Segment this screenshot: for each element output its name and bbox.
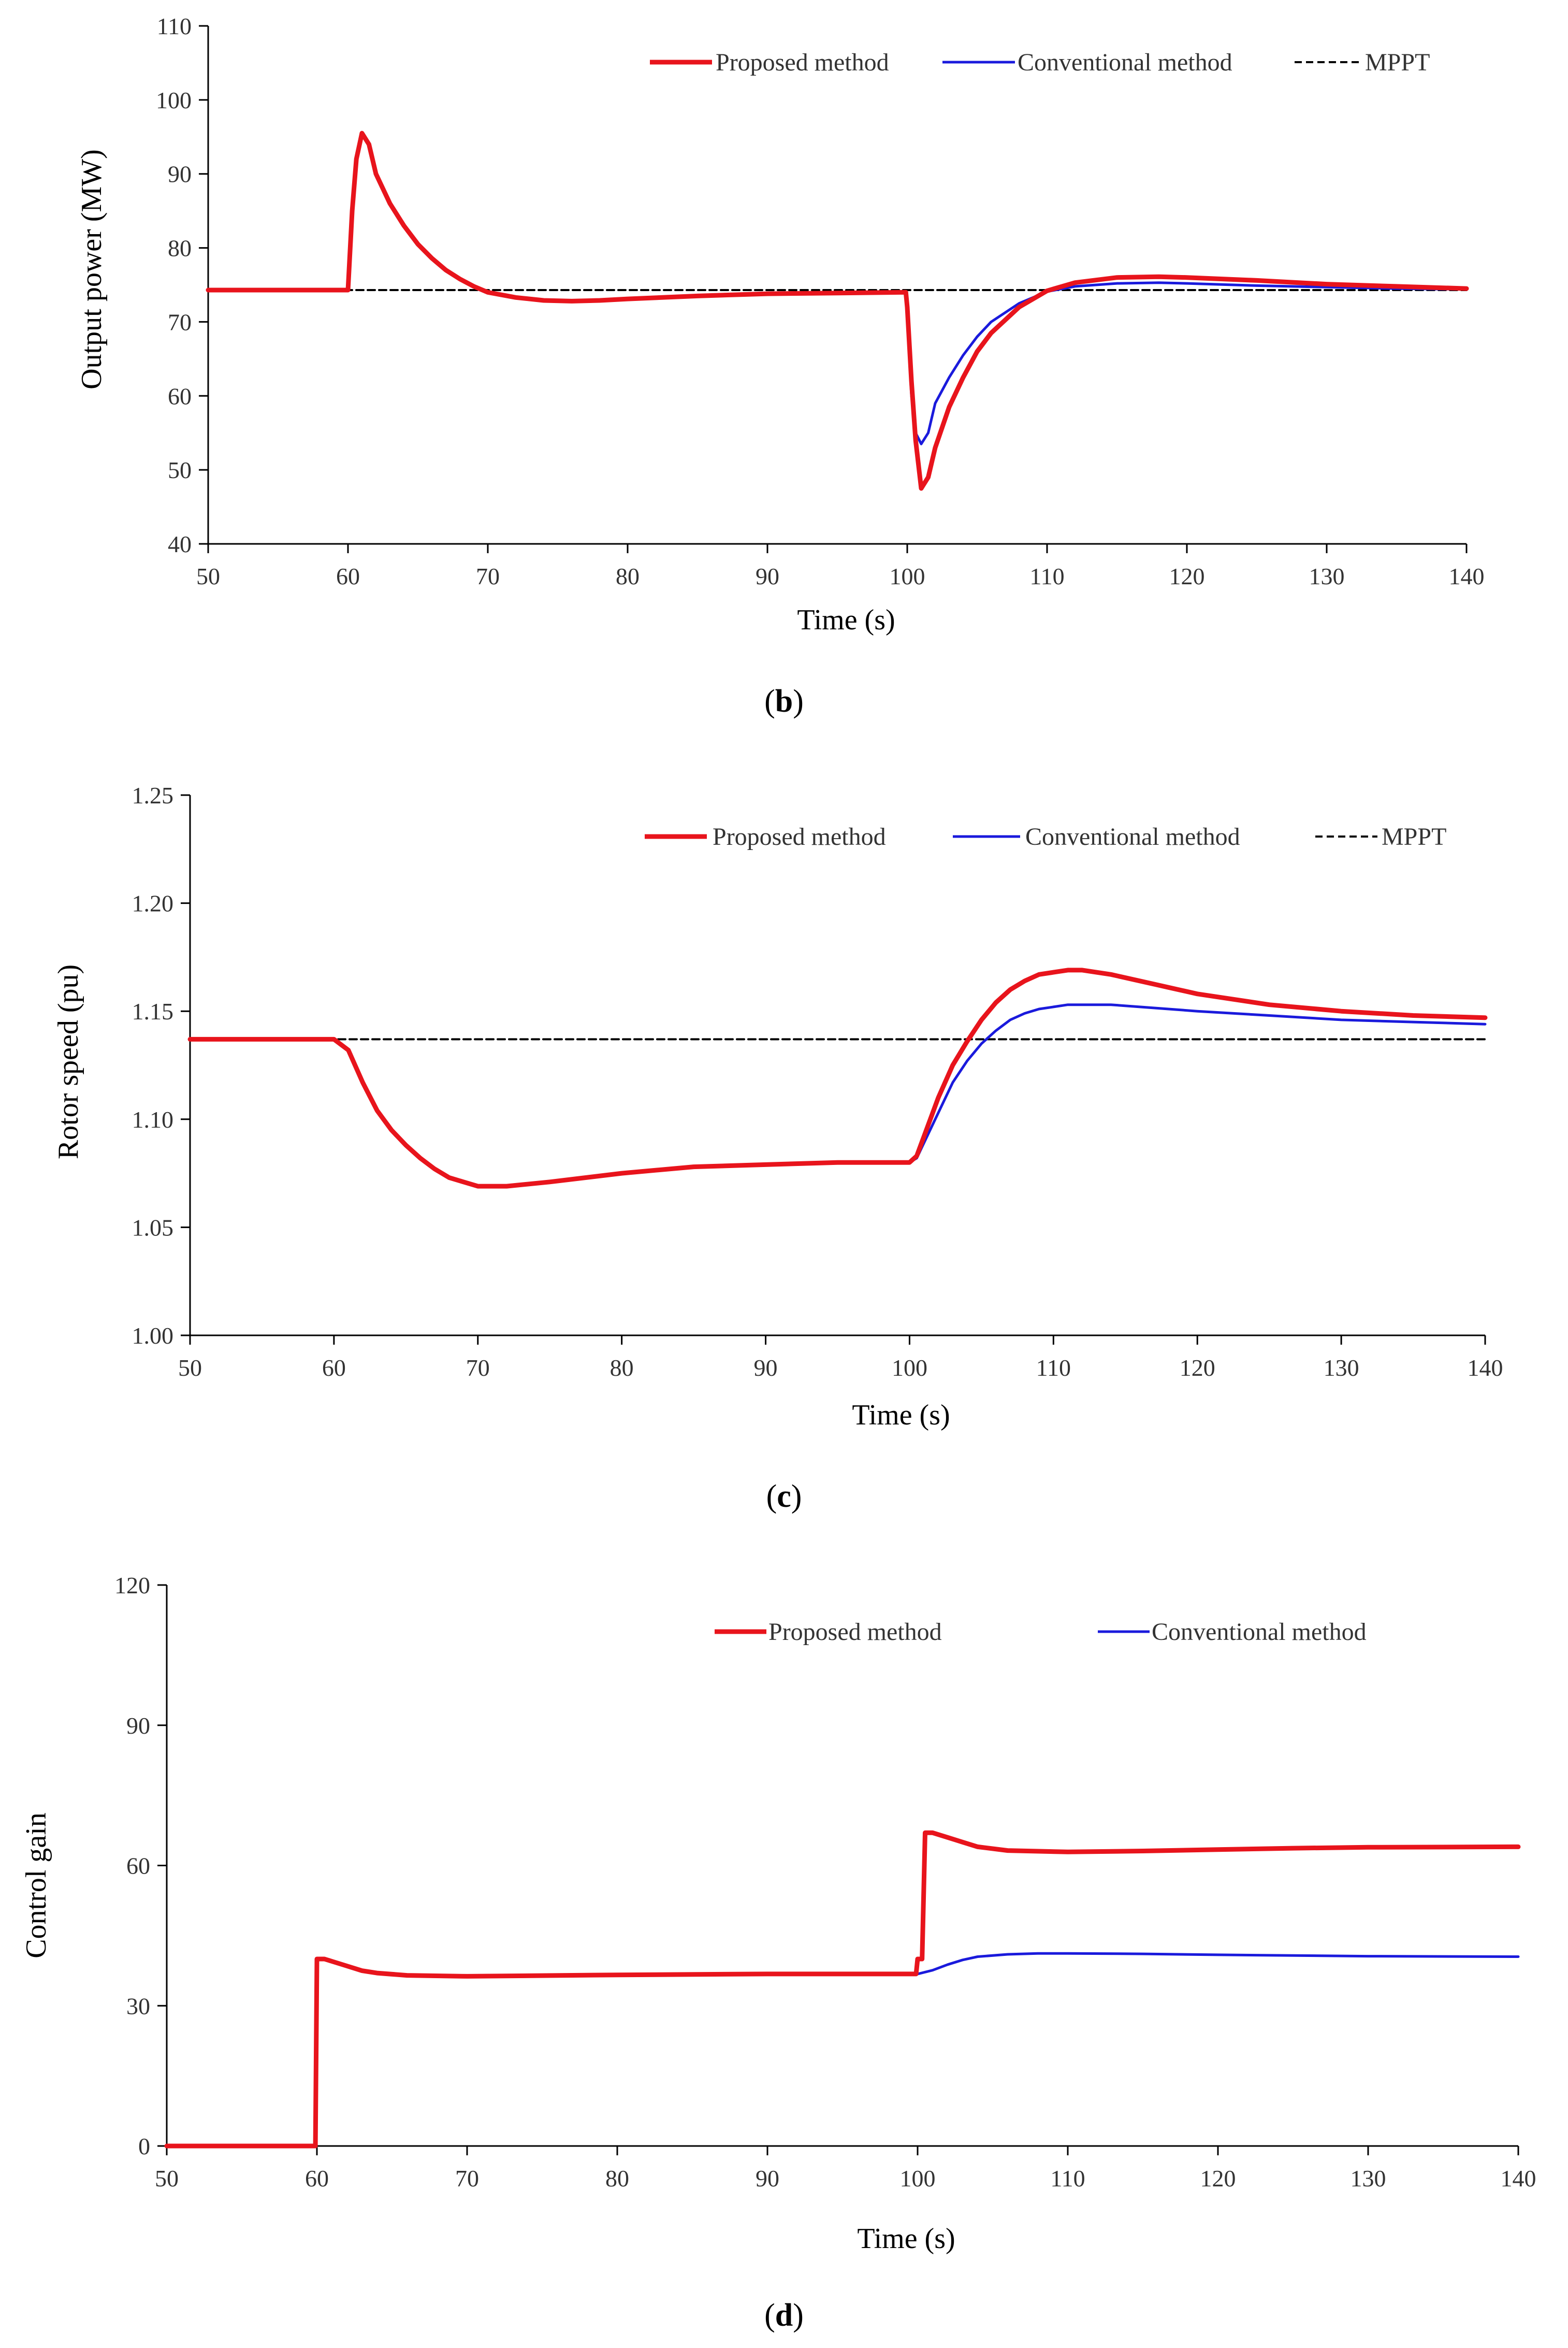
xlabel-c: Time (s) bbox=[852, 1399, 950, 1431]
legend-label-proposed-b: Proposed method bbox=[716, 49, 889, 76]
y-tick-label-d: 30 bbox=[126, 1993, 150, 2019]
ylabel-d: Control gain bbox=[20, 1812, 52, 1958]
x-tick-label-b: 130 bbox=[1309, 563, 1345, 589]
y-tick-label-b: 50 bbox=[168, 457, 192, 483]
chart-b: Output power (MW) Time (s) Proposed meth… bbox=[76, 13, 1485, 719]
x-tick-label-b: 110 bbox=[1029, 563, 1064, 589]
legend-label-conventional-d: Conventional method bbox=[1152, 1618, 1367, 1646]
caption-b: (b) bbox=[764, 684, 804, 719]
y-tick-label-b: 60 bbox=[168, 383, 192, 409]
y-tick-label-c: 1.20 bbox=[132, 890, 174, 917]
x-tick-label-b: 100 bbox=[890, 563, 925, 589]
caption-letter-b: b bbox=[775, 684, 793, 719]
x-tick-label-d: 110 bbox=[1050, 2165, 1085, 2192]
legend-label-proposed-c: Proposed method bbox=[713, 823, 886, 851]
legend-b: Proposed method Conventional method MPPT bbox=[650, 49, 1430, 76]
caption-letter-c: c bbox=[777, 1479, 791, 1514]
x-tick-label-d: 80 bbox=[605, 2165, 629, 2192]
x-tick-label-b: 50 bbox=[196, 563, 220, 589]
y-tick-label-d: 120 bbox=[114, 1572, 150, 1598]
legend-label-mppt-b: MPPT bbox=[1365, 49, 1430, 76]
y-tick-label-c: 1.00 bbox=[132, 1322, 174, 1349]
legend-label-proposed-d: Proposed method bbox=[768, 1618, 942, 1646]
y-tick-label-b: 70 bbox=[168, 309, 192, 335]
x-tick-label-b: 60 bbox=[336, 563, 360, 589]
legend-label-conventional-b: Conventional method bbox=[1018, 49, 1232, 76]
x-tick-label-d: 100 bbox=[900, 2165, 936, 2192]
x-tick-label-c: 80 bbox=[610, 1355, 634, 1381]
x-tick-label-d: 60 bbox=[305, 2165, 329, 2192]
series-conventional-b bbox=[207, 132, 1468, 445]
x-tick-label-c: 70 bbox=[466, 1355, 490, 1381]
y-tick-label-b: 100 bbox=[156, 87, 192, 113]
series-proposed-c bbox=[187, 968, 1488, 1189]
chart-c: Rotor speed (pu) Time (s) Proposed metho… bbox=[52, 782, 1503, 1514]
caption-d: (d) bbox=[764, 2298, 804, 2333]
y-tick-label-b: 90 bbox=[168, 161, 192, 188]
y-tick-label-b: 110 bbox=[157, 13, 192, 39]
y-tick-label-c: 1.15 bbox=[132, 998, 174, 1025]
legend-d: Proposed method Conventional method bbox=[715, 1618, 1367, 1646]
x-tick-label-c: 90 bbox=[754, 1355, 778, 1381]
x-tick-label-c: 120 bbox=[1180, 1355, 1215, 1381]
series-proposed-b bbox=[206, 131, 1469, 491]
x-tick-label-c: 50 bbox=[178, 1355, 202, 1381]
x-tick-label-c: 100 bbox=[892, 1355, 927, 1381]
xlabel-d: Time (s) bbox=[857, 2223, 955, 2255]
y-tick-label-d: 60 bbox=[126, 1853, 150, 1879]
legend-c: Proposed method Conventional method MPPT bbox=[645, 823, 1446, 851]
x-tick-label-d: 140 bbox=[1501, 2165, 1536, 2192]
caption-c: (c) bbox=[766, 1479, 802, 1514]
y-tick-label-c: 1.10 bbox=[132, 1106, 174, 1133]
y-tick-label-b: 40 bbox=[168, 531, 192, 557]
caption-letter-d: d bbox=[775, 2298, 793, 2333]
x-tick-label-d: 130 bbox=[1351, 2165, 1386, 2192]
legend-label-mppt-c: MPPT bbox=[1382, 823, 1446, 851]
x-tick-label-c: 60 bbox=[322, 1355, 346, 1381]
y-tick-label-d: 0 bbox=[138, 2133, 150, 2159]
x-tick-label-c: 110 bbox=[1036, 1355, 1071, 1381]
y-tick-label-d: 90 bbox=[126, 1712, 150, 1739]
xlabel-b: Time (s) bbox=[797, 604, 895, 636]
series-proposed-d bbox=[164, 1830, 1521, 2149]
x-tick-label-b: 90 bbox=[756, 563, 779, 589]
legend-label-conventional-c: Conventional method bbox=[1025, 823, 1240, 851]
x-tick-label-b: 140 bbox=[1449, 563, 1485, 589]
chart-d: Control gain Time (s) Proposed method Co… bbox=[20, 1572, 1536, 2333]
x-tick-label-d: 50 bbox=[155, 2165, 179, 2192]
x-tick-label-d: 70 bbox=[455, 2165, 479, 2192]
y-tick-label-c: 1.25 bbox=[132, 782, 174, 809]
x-tick-label-c: 140 bbox=[1468, 1355, 1503, 1381]
x-tick-label-d: 90 bbox=[756, 2165, 779, 2192]
y-tick-label-c: 1.05 bbox=[132, 1214, 174, 1241]
y-tick-label-b: 80 bbox=[168, 235, 192, 262]
x-tick-label-b: 120 bbox=[1169, 563, 1205, 589]
x-tick-label-c: 130 bbox=[1324, 1355, 1359, 1381]
ylabel-c: Rotor speed (pu) bbox=[52, 964, 84, 1159]
x-tick-label-b: 70 bbox=[476, 563, 500, 589]
ylabel-b: Output power (MW) bbox=[76, 149, 108, 389]
x-tick-label-d: 120 bbox=[1200, 2165, 1236, 2192]
series-conventional-c bbox=[188, 1003, 1487, 1188]
x-tick-label-b: 80 bbox=[616, 563, 640, 589]
series-conventional-d bbox=[165, 1952, 1520, 2148]
